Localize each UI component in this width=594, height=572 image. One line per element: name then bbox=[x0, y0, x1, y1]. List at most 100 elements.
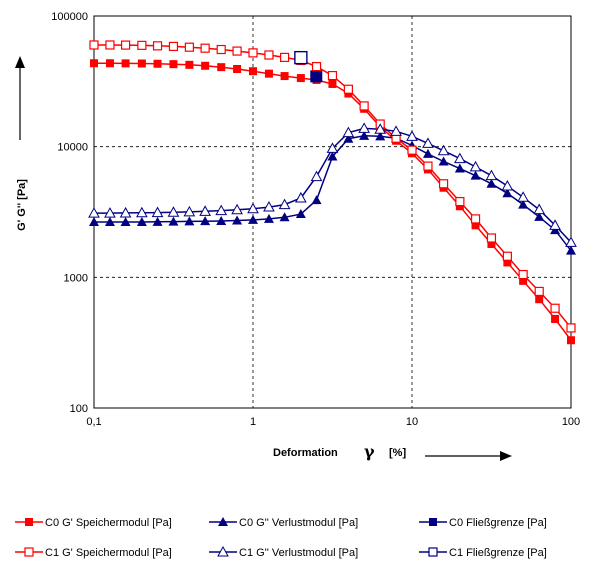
data-point-c1-g-speichermodul-pa bbox=[279, 52, 290, 63]
data-point-c0-g-verlustmodul-pa bbox=[136, 217, 147, 227]
data-point-c1-g-verlustmodul-pa bbox=[342, 126, 355, 138]
data-point-c0-g-verlustmodul-pa bbox=[89, 217, 99, 227]
data-point-c0-g-verlustmodul-pa bbox=[104, 217, 115, 227]
series-curves bbox=[94, 44, 572, 341]
data-point-c1-g-speichermodul-pa bbox=[232, 46, 242, 56]
data-point-c0-g-speichermodul-pa bbox=[169, 60, 178, 69]
data-point-c1-g-verlustmodul-pa bbox=[199, 205, 211, 216]
data-point-c0-g-verlustmodul-pa bbox=[200, 216, 211, 226]
data-point-c0-g-speichermodul-pa bbox=[185, 60, 194, 69]
data-point-c1-flie-grenze-pa bbox=[294, 50, 308, 65]
data-point-c0-g-verlustmodul-pa bbox=[279, 212, 290, 222]
data-point-c1-g-speichermodul-pa bbox=[518, 269, 528, 280]
data-point-c0-g-speichermodul-pa bbox=[328, 79, 337, 88]
data-point-c1-g-verlustmodul-pa bbox=[374, 123, 387, 134]
data-point-c0-g-verlustmodul-pa bbox=[327, 151, 338, 161]
y-tick-label: 100000 bbox=[51, 11, 88, 23]
data-point-c1-g-verlustmodul-pa bbox=[119, 206, 132, 218]
data-point-c0-g-speichermodul-pa bbox=[90, 59, 98, 68]
data-point-c0-g-speichermodul-pa bbox=[551, 314, 560, 323]
data-point-c1-g-speichermodul-pa bbox=[327, 70, 338, 81]
x-tick-label: 0,1 bbox=[86, 416, 101, 428]
data-point-c0-g-verlustmodul-pa bbox=[486, 178, 497, 188]
data-point-c1-g-speichermodul-pa bbox=[200, 43, 210, 53]
data-point-c0-g-verlustmodul-pa bbox=[216, 215, 227, 225]
data-point-c1-g-verlustmodul-pa bbox=[390, 125, 402, 136]
data-point-c0-g-verlustmodul-pa bbox=[454, 163, 465, 173]
data-point-c1-g-speichermodul-pa bbox=[343, 84, 353, 94]
data-point-c0-g-verlustmodul-pa bbox=[184, 216, 195, 226]
data-point-c1-g-verlustmodul-pa bbox=[310, 170, 323, 182]
data-point-c1-g-speichermodul-pa bbox=[455, 196, 465, 207]
x-tick-label: 10 bbox=[406, 416, 418, 428]
data-point-c1-g-verlustmodul-pa bbox=[247, 202, 259, 214]
data-point-c1-g-verlustmodul-pa bbox=[533, 203, 546, 215]
data-point-c1-g-speichermodul-pa bbox=[423, 161, 433, 171]
data-point-c1-g-verlustmodul-pa bbox=[167, 206, 180, 217]
data-point-c0-g-speichermodul-pa bbox=[105, 59, 114, 68]
data-point-c0-g-verlustmodul-pa bbox=[248, 214, 258, 224]
data-point-c0-g-speichermodul-pa bbox=[137, 59, 146, 68]
x-tick-label: 1 bbox=[250, 416, 256, 428]
data-point-c0-g-speichermodul-pa bbox=[121, 59, 130, 68]
legend-item-c0-flie-grenze-pa: C0 Fließgrenze [Pa] bbox=[419, 517, 547, 529]
legend-label: C1 G' Speichermodul [Pa] bbox=[45, 547, 172, 559]
data-point-c1-g-verlustmodul-pa bbox=[469, 160, 482, 172]
data-point-c1-g-verlustmodul-pa bbox=[215, 204, 228, 216]
legend-marker bbox=[429, 518, 437, 526]
data-point-c0-g-verlustmodul-pa bbox=[311, 195, 322, 205]
data-point-c1-g-speichermodul-pa bbox=[550, 303, 560, 313]
x-axis-unit: [%] bbox=[389, 447, 406, 459]
data-point-c1-g-speichermodul-pa bbox=[184, 42, 194, 52]
x-tick-label: 100 bbox=[562, 416, 580, 428]
data-point-c0-g-speichermodul-pa bbox=[233, 64, 242, 73]
data-point-c1-g-speichermodul-pa bbox=[168, 41, 179, 52]
data-point-c1-g-verlustmodul-pa bbox=[422, 137, 434, 148]
legend-item-c0-g-verlustmodul-pa: C0 G'' Verlustmodul [Pa] bbox=[209, 517, 358, 529]
legend-label: C1 Fließgrenze [Pa] bbox=[449, 547, 547, 559]
legend-marker bbox=[428, 547, 438, 557]
data-point-c0-g-verlustmodul-pa bbox=[566, 245, 576, 255]
legend-item-c1-flie-grenze-pa: C1 Fließgrenze [Pa] bbox=[419, 547, 547, 559]
legend: C0 G' Speichermodul [Pa] C0 G'' Verlustmo… bbox=[15, 517, 547, 559]
legend-label: C0 G'' Verlustmodul [Pa] bbox=[239, 517, 358, 529]
data-point-c1-g-speichermodul-pa bbox=[89, 40, 99, 50]
data-point-c1-g-speichermodul-pa bbox=[359, 101, 369, 111]
data-point-c1-g-verlustmodul-pa bbox=[565, 236, 577, 247]
data-point-c0-g-speichermodul-pa bbox=[264, 69, 273, 78]
data-point-c0-g-speichermodul-pa bbox=[249, 67, 257, 76]
data-point-c1-g-verlustmodul-pa bbox=[295, 191, 307, 203]
data-point-c0-g-verlustmodul-pa bbox=[168, 216, 179, 226]
data-point-c1-g-speichermodul-pa bbox=[534, 286, 544, 297]
data-point-c0-g-speichermodul-pa bbox=[567, 336, 575, 345]
legend-marker bbox=[218, 517, 228, 526]
x-tick-labels: 0,1 1 10 100 bbox=[86, 416, 580, 428]
data-point-c0-g-verlustmodul-pa bbox=[518, 199, 529, 209]
legend-item-c1-g-speichermodul-pa: C1 G' Speichermodul [Pa] bbox=[15, 547, 172, 559]
data-point-c0-g-speichermodul-pa bbox=[217, 63, 226, 72]
data-point-c1-g-verlustmodul-pa bbox=[437, 144, 450, 156]
data-point-c1-g-speichermodul-pa bbox=[216, 44, 226, 55]
data-point-c1-g-verlustmodul-pa bbox=[406, 130, 418, 141]
y-axis-arrow bbox=[15, 56, 25, 140]
data-point-c0-g-verlustmodul-pa bbox=[120, 217, 131, 227]
data-point-c1-g-speichermodul-pa bbox=[311, 61, 322, 72]
data-point-c0-g-speichermodul-pa bbox=[153, 59, 162, 68]
data-point-c1-g-verlustmodul-pa bbox=[454, 152, 466, 164]
data-point-c0-g-speichermodul-pa bbox=[455, 202, 464, 211]
data-point-c0-g-verlustmodul-pa bbox=[343, 133, 354, 143]
data-point-c1-g-verlustmodul-pa bbox=[88, 207, 100, 218]
legend-marker bbox=[24, 547, 34, 557]
legend-label: C1 G'' Verlustmodul [Pa] bbox=[239, 547, 358, 559]
data-point-c1-g-verlustmodul-pa bbox=[549, 219, 561, 230]
data-point-c0-g-speichermodul-pa bbox=[519, 276, 528, 285]
y-tick-label: 100 bbox=[70, 403, 88, 415]
data-point-c1-g-verlustmodul-pa bbox=[104, 207, 116, 218]
data-point-c1-g-speichermodul-pa bbox=[248, 48, 258, 58]
data-point-c0-g-verlustmodul-pa bbox=[534, 211, 545, 221]
data-point-c1-g-speichermodul-pa bbox=[120, 40, 131, 50]
data-point-c1-g-speichermodul-pa bbox=[438, 179, 449, 189]
legend-marker bbox=[25, 518, 33, 526]
y-tick-label: 1000 bbox=[64, 272, 88, 284]
data-point-c1-g-speichermodul-pa bbox=[470, 214, 481, 224]
